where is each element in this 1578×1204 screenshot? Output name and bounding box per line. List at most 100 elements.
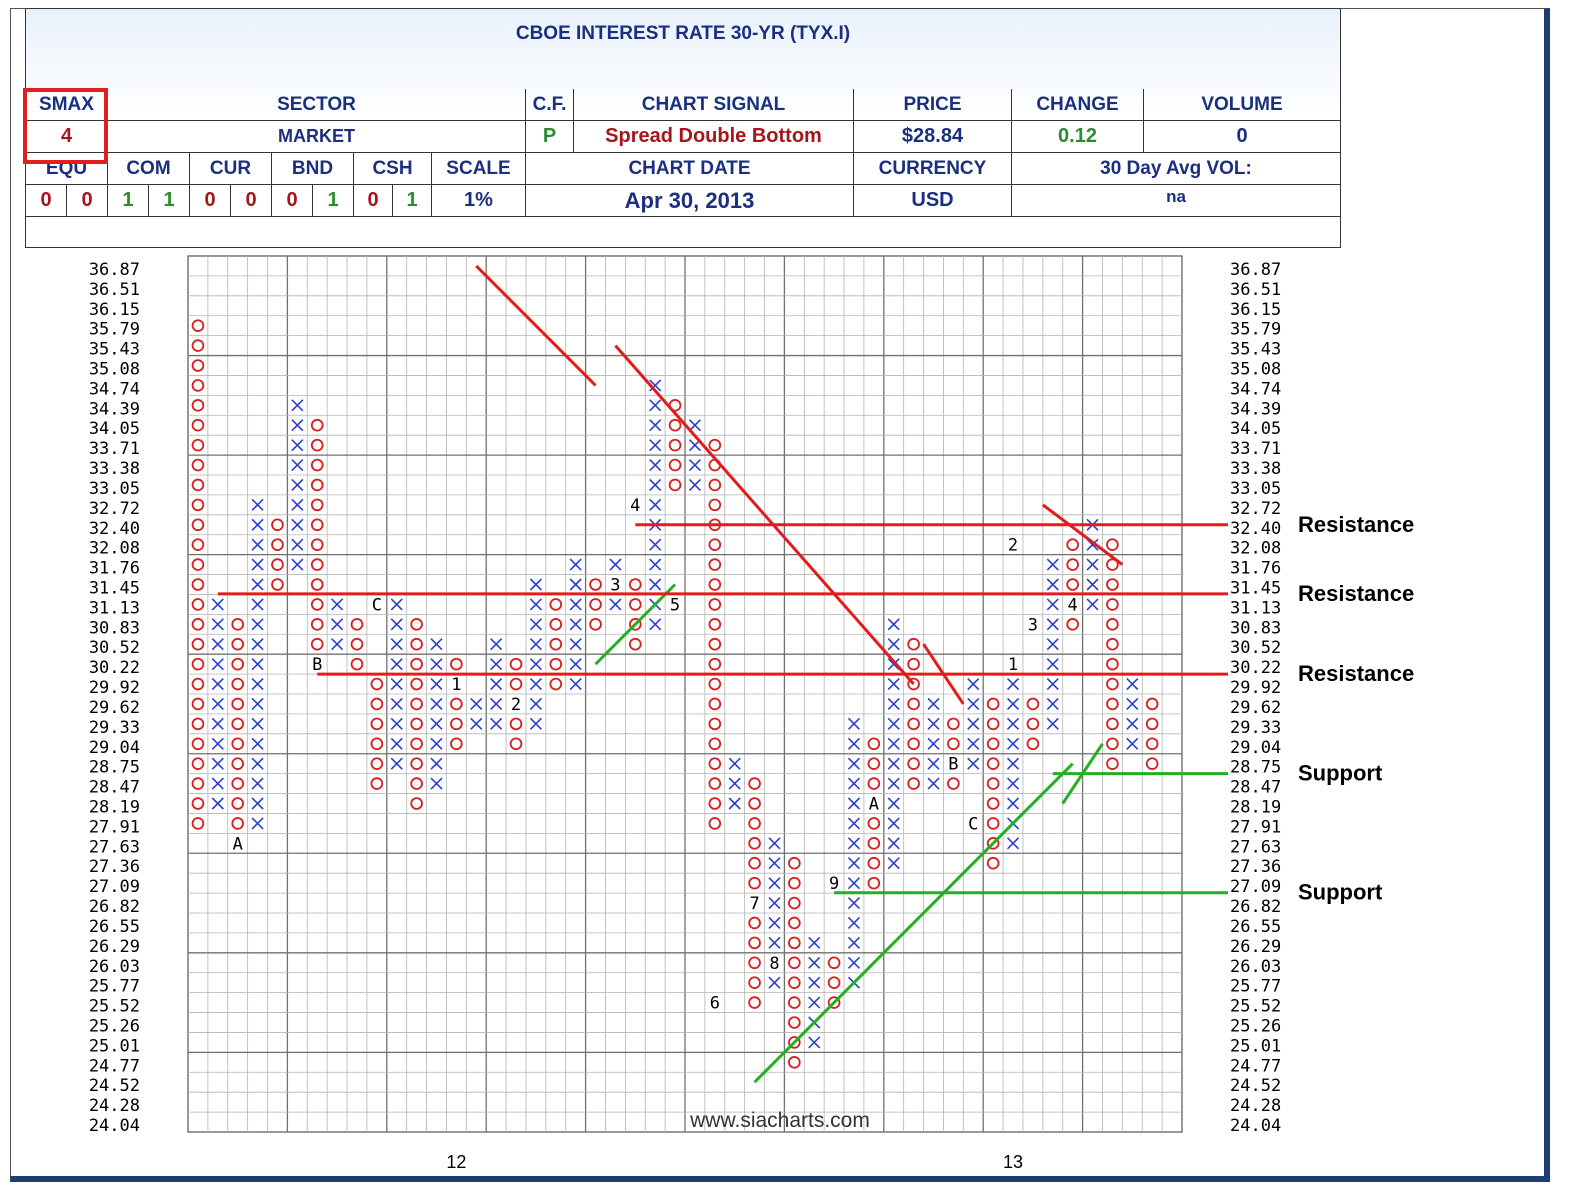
o-box [191,657,205,671]
x-box [291,558,304,571]
month-marker: 3 [1028,615,1038,635]
chart-signal-value: Spread Double Bottom [574,121,854,153]
x-box [569,558,582,571]
x-box [808,936,821,949]
o-box [231,637,245,651]
price-label-left: 24.28 [89,1096,140,1116]
price-label-right: 35.08 [1230,360,1281,380]
o-box [788,1016,801,1029]
price-label-left: 31.13 [89,598,140,618]
month-marker: 2 [511,695,521,715]
price-label-right: 27.36 [1230,857,1281,877]
x-box [768,896,781,910]
x-box [649,538,662,551]
x-box [688,419,702,432]
x-box [211,737,224,750]
marker-bg [367,595,386,614]
x-box [649,618,662,631]
x-box [251,737,264,750]
x-box [967,697,980,711]
price-label-right: 36.51 [1230,280,1281,300]
o-box [271,578,284,591]
month-marker: A [869,795,879,815]
chart-signal-label: CHART SIGNAL [574,89,854,121]
level-label: Resistance [1298,512,1414,537]
o-box [1066,618,1079,631]
price-label-left: 27.63 [89,837,140,857]
x-box [1006,797,1020,810]
o-box [668,478,682,492]
o-box [310,518,324,532]
x-box [390,717,403,730]
x-box [768,877,781,890]
trendlines [475,264,1124,1084]
o-box [509,657,523,671]
o-box [947,777,960,790]
sector-label: SECTOR [108,89,526,121]
level-label: Support [1298,880,1383,905]
o-box [986,737,1000,751]
o-box [191,618,205,631]
o-box [788,976,801,989]
price-label-right: 25.52 [1230,997,1281,1017]
price-label-right: 25.77 [1230,977,1281,997]
sector-value: MARKET [108,121,526,153]
x-box [847,737,861,750]
o-box [231,817,245,830]
o-box [370,677,384,691]
level-label: Resistance [1298,661,1414,686]
price-label-right: 25.26 [1230,1017,1281,1037]
price-label-right: 31.76 [1230,559,1281,579]
trendline-red [1041,503,1124,566]
o-box [748,837,761,850]
o-box [191,737,205,751]
o-box [350,637,364,651]
x-box [331,618,344,631]
cur-label: CUR [190,153,272,185]
x-box [609,558,622,571]
price-label-left: 26.29 [89,937,140,957]
o-box [986,837,1000,850]
o-box [370,757,384,770]
o-box [310,558,324,571]
x-box [529,717,542,730]
o-box [589,618,602,631]
x-box [490,717,503,730]
x-box [251,578,264,591]
chart-date-label: CHART DATE [526,153,854,185]
month-marker: B [312,655,322,675]
x-box [1126,697,1139,711]
price-label-right: 35.79 [1230,320,1281,340]
o-box [827,976,841,989]
change-label: CHANGE [1012,89,1144,121]
o-box [748,976,761,989]
x-box [569,658,582,671]
x-box [529,677,542,691]
x-box [390,618,403,631]
month-marker: C [372,595,382,615]
o-box [271,538,284,551]
price-label-right: 26.55 [1230,917,1281,937]
o-box [708,558,722,571]
csh-label: CSH [354,153,432,185]
o-box [191,558,205,571]
x-box [430,777,443,790]
price-label-right: 26.03 [1230,957,1281,977]
o-box [1106,757,1119,770]
x-box [649,458,662,472]
o-box [628,598,642,611]
o-box [708,498,722,512]
o-box [907,717,920,731]
x-box [967,757,980,770]
o-box [708,777,722,790]
price-label-left: 31.45 [89,579,140,599]
price-label-left: 36.15 [89,300,140,320]
x-box [768,916,781,930]
o-box [231,757,245,770]
o-box [410,777,423,790]
o-box [310,637,324,651]
price-label-left: 30.22 [89,658,140,678]
o-box [628,578,642,591]
o-box [708,478,722,492]
month-marker: 1 [451,675,461,695]
